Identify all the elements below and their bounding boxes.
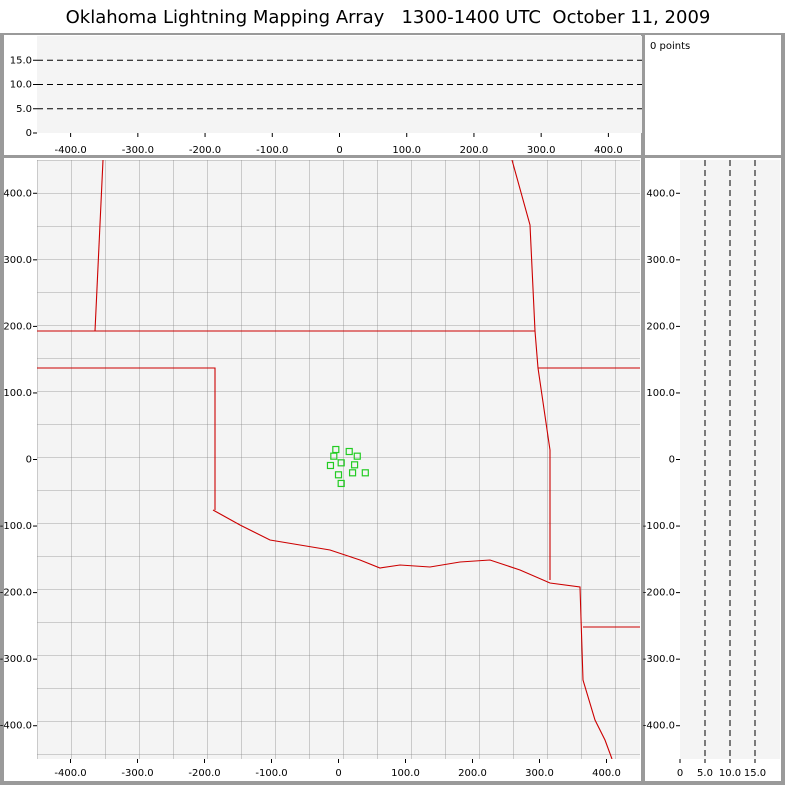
y-tick-label: 10.0 — [10, 80, 32, 91]
y-tick-label: 400.0 — [3, 188, 32, 199]
y-tick-label: 15.0 — [10, 55, 32, 66]
x-tick-label: 10.0 — [719, 768, 741, 779]
y-tick-label: 0 — [669, 455, 675, 466]
y-tick-label: -100.0 — [643, 521, 675, 532]
y-tick-label: 400.0 — [646, 188, 675, 199]
x-tick-label: 5.0 — [697, 768, 713, 779]
x-tick-label: -100.0 — [256, 145, 288, 156]
y-tick-label: 0 — [26, 128, 32, 139]
station — [334, 471, 343, 479]
border — [37, 367, 216, 510]
y-tick-label: 100.0 — [646, 388, 675, 399]
y-tick-label: 5.0 — [16, 104, 32, 115]
border — [511, 160, 551, 580]
y-tick-label: 200.0 — [3, 321, 32, 332]
station — [332, 445, 340, 454]
station — [330, 452, 338, 460]
title: Oklahoma Lightning Mapping Array 1300-14… — [66, 7, 711, 28]
y-tick-label: -300.0 — [0, 654, 32, 665]
x-tick-label: 400.0 — [592, 768, 621, 779]
station — [345, 447, 353, 456]
x-tick-label: 300.0 — [525, 768, 554, 779]
x-tick-label: 200.0 — [458, 768, 487, 779]
x-tick-label: -400.0 — [54, 145, 86, 156]
station — [350, 461, 359, 469]
station — [337, 459, 345, 467]
plot-area — [680, 160, 780, 759]
title-bar — [0, 0, 785, 33]
station — [353, 452, 361, 460]
y-tick-label: 100.0 — [3, 388, 32, 399]
x-tick-label: -100.0 — [255, 768, 287, 779]
y-tick-label: 200.0 — [646, 321, 675, 332]
x-tick-label: 15.0 — [744, 768, 766, 779]
y-tick-label: -400.0 — [643, 721, 675, 732]
x-tick-label: 0 — [336, 145, 342, 156]
y-tick-label: -300.0 — [643, 654, 675, 665]
info-panel — [645, 35, 781, 155]
station — [326, 461, 335, 470]
border — [94, 160, 104, 332]
border — [212, 509, 613, 759]
y-tick-label: -100.0 — [0, 521, 32, 532]
x-tick-label: 300.0 — [527, 145, 556, 156]
x-tick-label: 0 — [335, 768, 341, 779]
x-tick-label: 0 — [677, 768, 683, 779]
x-tick-label: 400.0 — [594, 145, 623, 156]
y-tick-label: -400.0 — [0, 721, 32, 732]
x-tick-label: -300.0 — [121, 768, 153, 779]
y-tick-label: -200.0 — [643, 588, 675, 599]
station — [348, 469, 357, 477]
x-tick-label: 200.0 — [460, 145, 489, 156]
station — [361, 469, 369, 477]
x-tick-label: -400.0 — [54, 768, 86, 779]
y-tick-label: -200.0 — [0, 588, 32, 599]
x-tick-label: -200.0 — [189, 145, 221, 156]
y-tick-label: 300.0 — [3, 255, 32, 266]
x-tick-label: 100.0 — [391, 768, 420, 779]
x-tick-label: -200.0 — [188, 768, 220, 779]
y-tick-label: 300.0 — [646, 255, 675, 266]
x-tick-label: 100.0 — [392, 145, 421, 156]
point-count: 0 points — [650, 41, 690, 52]
station — [337, 479, 345, 488]
x-tick-label: -300.0 — [122, 145, 154, 156]
state-borders — [37, 160, 640, 759]
y-tick-label: 0 — [26, 455, 32, 466]
